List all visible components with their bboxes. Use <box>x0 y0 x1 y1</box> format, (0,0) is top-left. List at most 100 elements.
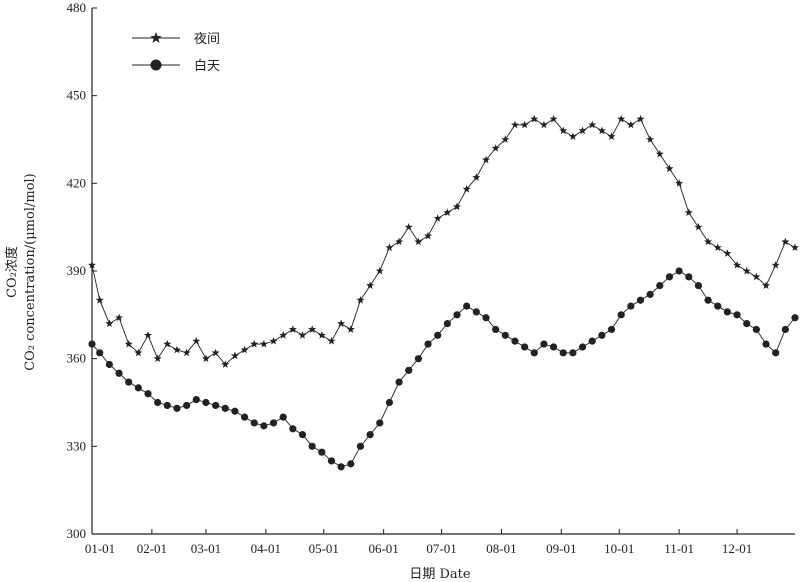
axes: 300 330 360 390 420 450 480 01-01 02-01 03-01 04-0… <box>67 0 795 556</box>
data-point-star <box>279 331 288 339</box>
legend-label: 夜间 <box>194 32 220 47</box>
x-tick-label: 08-01 <box>486 541 516 556</box>
data-point-circle <box>675 267 683 275</box>
data-point-circle <box>154 398 162 407</box>
data-point-star <box>491 144 500 152</box>
data-point-circle <box>617 311 625 319</box>
data-point-star <box>626 120 635 129</box>
data-point-circle <box>347 460 355 468</box>
data-point-circle <box>501 331 509 339</box>
data-point-circle <box>269 419 278 427</box>
data-point-star <box>443 208 452 216</box>
data-point-star <box>115 313 124 322</box>
data-point-circle <box>791 314 799 322</box>
data-point-circle <box>356 442 365 450</box>
x-tick-label: 09-01 <box>546 541 576 556</box>
data-point-star <box>95 296 104 304</box>
data-point-circle <box>627 302 635 310</box>
data-point-circle <box>743 320 751 328</box>
data-point-circle <box>183 401 191 410</box>
data-point-circle <box>192 395 200 404</box>
data-point-circle <box>173 404 181 412</box>
data-point-star <box>395 237 404 246</box>
data-point-star <box>559 126 568 135</box>
data-point-star <box>317 331 326 339</box>
data-point-star <box>298 331 307 339</box>
legend-item: 夜间 <box>132 32 220 47</box>
data-point-circle <box>318 448 326 456</box>
x-tick-label: 03-01 <box>191 541 221 556</box>
data-point-star <box>163 339 172 348</box>
data-point-star <box>259 339 268 348</box>
data-point-star <box>230 351 239 360</box>
data-point-circle <box>704 296 712 304</box>
data-point-circle <box>376 419 384 427</box>
data-point-circle <box>212 401 220 410</box>
x-tick-label: 12-01 <box>722 541 752 556</box>
data-point-star <box>327 336 336 345</box>
data-point-circle <box>327 457 336 465</box>
x-tick-label: 05-01 <box>309 541 339 556</box>
x-axis-title: 日期 Date <box>409 567 471 582</box>
data-point-circle <box>733 311 741 319</box>
data-point-star <box>530 114 539 123</box>
data-point-star <box>144 331 152 339</box>
data-point-star <box>472 173 481 181</box>
data-point-star <box>172 345 181 354</box>
data-point-circle <box>772 349 780 357</box>
y-tick-label: 450 <box>67 88 87 103</box>
data-point-star <box>288 325 297 333</box>
data-point-circle <box>125 378 133 386</box>
data-point-star <box>578 126 587 135</box>
data-point-star <box>510 120 519 129</box>
data-point-circle <box>685 273 693 281</box>
data-point-circle <box>559 349 567 357</box>
data-point-circle <box>752 325 760 334</box>
data-point-star <box>240 345 249 354</box>
data-point-circle <box>540 340 548 348</box>
data-point-circle <box>308 442 316 450</box>
data-point-circle <box>240 413 249 421</box>
data-point-circle <box>260 422 268 430</box>
data-point-circle <box>134 384 142 392</box>
data-point-star <box>665 164 674 173</box>
data-point-circle <box>578 343 587 351</box>
data-point-star <box>414 237 423 246</box>
data-point-star <box>453 202 462 211</box>
data-point-star <box>385 243 394 252</box>
data-point-star <box>182 348 191 357</box>
data-point-circle <box>781 325 789 334</box>
data-point-star <box>433 214 442 222</box>
y-axis-title-english: CO₂ concentration/(μmol/mol) <box>23 173 38 371</box>
data-point-circle <box>569 349 577 357</box>
data-point-star <box>568 132 577 140</box>
legend-circle-marker <box>150 59 162 71</box>
data-point-star <box>481 155 490 164</box>
data-point-circle <box>530 349 538 357</box>
data-point-circle <box>723 308 732 316</box>
data-point-circle <box>636 296 645 304</box>
legend-label: 白天 <box>194 58 220 74</box>
series-day <box>88 267 799 471</box>
data-point-star <box>105 319 114 327</box>
y-tick-label: 390 <box>67 263 87 278</box>
series-line <box>91 270 796 468</box>
data-point-circle <box>395 378 403 386</box>
data-point-star <box>781 237 790 246</box>
data-point-star <box>269 336 278 345</box>
data-point-circle <box>289 425 297 433</box>
data-point-star <box>308 325 317 333</box>
data-point-star <box>636 114 645 123</box>
data-point-circle <box>588 337 596 345</box>
data-point-star <box>539 120 548 129</box>
data-point-circle <box>250 419 258 427</box>
data-point-star <box>655 149 664 158</box>
x-tick-label: 04-01 <box>251 541 281 556</box>
data-point-circle <box>424 340 432 348</box>
series-layer <box>88 114 799 471</box>
y-tick-label: 420 <box>67 175 87 190</box>
data-point-star <box>675 179 684 187</box>
y-tick-label: 480 <box>67 0 87 15</box>
data-point-star <box>597 126 606 135</box>
